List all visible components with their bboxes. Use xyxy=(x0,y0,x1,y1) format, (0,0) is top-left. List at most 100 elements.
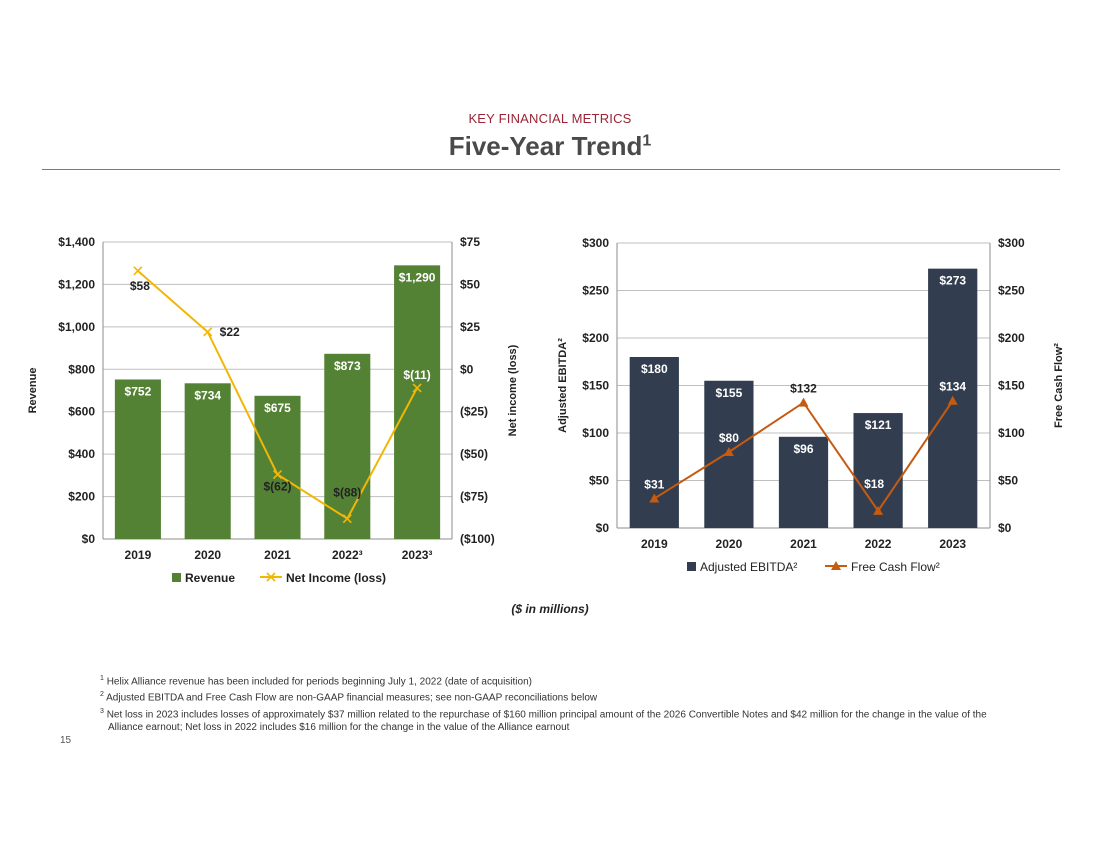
footnote-text: Net loss in 2023 includes losses of appr… xyxy=(106,708,987,733)
y2-tick-label: $25 xyxy=(460,320,480,334)
bar-data-label: $155 xyxy=(716,386,743,400)
legend-label: Free Cash Flow² xyxy=(851,560,940,574)
bar-data-label: $734 xyxy=(194,388,221,402)
line-data-label: $22 xyxy=(220,325,240,339)
title-footnote-ref: 1 xyxy=(642,132,652,150)
y2-tick-label: $300 xyxy=(998,236,1025,250)
legend-marker xyxy=(266,572,276,582)
y2-tick-label: $150 xyxy=(998,379,1025,393)
footnote-text: Adjusted EBITDA and Free Cash Flow are n… xyxy=(106,692,598,704)
bar xyxy=(184,383,231,539)
line-point xyxy=(723,447,734,456)
line-point xyxy=(412,383,422,393)
ebitda-fcf-chart: $0 $50 $100 $150 $200 $250 $300 $0 $50 $100 $150 $2… xyxy=(557,236,1065,574)
line-data-label: $(11) xyxy=(403,368,430,382)
y2-tick-label: ($25) xyxy=(460,405,488,419)
title-divider xyxy=(42,169,1060,170)
line-point xyxy=(873,505,884,515)
y2-tick-label: $75 xyxy=(460,235,480,249)
y2-axis-title: Free Cash Flow² xyxy=(1053,343,1065,428)
y-tick-label: $50 xyxy=(589,474,609,488)
y2-tick-label: $100 xyxy=(998,426,1025,440)
legend-label: Net Income (loss) xyxy=(286,571,386,585)
footnote-number: 1 xyxy=(100,675,104,682)
footnote-1: 1 Helix Alliance revenue has been includ… xyxy=(100,672,1000,688)
line-data-label: $58 xyxy=(130,279,150,293)
bar xyxy=(254,395,301,539)
y2-axis-title: Net income (loss) xyxy=(507,344,519,436)
footnote-text: Helix Alliance revenue has been included… xyxy=(106,676,532,688)
line-data-label: $31 xyxy=(644,478,664,492)
line-data-label: $(88) xyxy=(333,486,361,500)
y-tick-label: $100 xyxy=(582,426,609,440)
x-tick-label: 2022 xyxy=(865,537,892,551)
x-tick-label: 2023³ xyxy=(402,548,433,562)
units-note: ($ in millions) xyxy=(511,602,589,616)
footnote-number: 3 xyxy=(100,707,104,715)
line-point xyxy=(133,266,143,276)
y2-tick-label: $50 xyxy=(460,277,480,291)
legend-label: Revenue xyxy=(185,571,235,585)
y-tick-label: $400 xyxy=(68,447,95,461)
y-tick-label: $250 xyxy=(582,284,609,298)
y-tick-label: $1,000 xyxy=(58,320,95,334)
y2-tick-label: $250 xyxy=(998,284,1025,298)
bar-data-label: $752 xyxy=(125,384,152,398)
y2-tick-label: ($75) xyxy=(460,490,488,504)
line-point xyxy=(203,327,213,337)
bar xyxy=(778,436,829,528)
y-tick-label: $1,200 xyxy=(58,277,95,291)
y-tick-label: $600 xyxy=(68,405,95,419)
bar xyxy=(394,265,441,539)
y-axis-title: Revenue xyxy=(27,368,39,414)
x-tick-label: 2022³ xyxy=(332,548,363,562)
bar xyxy=(324,353,371,539)
x-tick-label: 2020 xyxy=(716,537,743,551)
bar-data-label: $180 xyxy=(641,362,668,376)
legend-label: Adjusted EBITDA² xyxy=(700,560,797,574)
y-tick-label: $0 xyxy=(596,521,610,535)
x-tick-label: 2020 xyxy=(194,548,221,562)
line-point xyxy=(272,469,283,480)
footnotes: 1 Helix Alliance revenue has been includ… xyxy=(100,672,1000,734)
legend-swatch-bar xyxy=(172,573,181,582)
line-point xyxy=(649,493,660,503)
line-point xyxy=(947,395,958,405)
legend-marker xyxy=(831,561,841,570)
bar xyxy=(114,379,161,539)
section-kicker: KEY FINANCIAL METRICS xyxy=(468,111,632,126)
bar-data-label: $96 xyxy=(793,442,813,456)
revenue-net-income-chart: $0 $200 $400 $600 $800 $1,000 $1,200 $1,400 ($10… xyxy=(27,235,519,585)
y-tick-label: $200 xyxy=(582,331,609,345)
y-tick-label: $1,400 xyxy=(58,235,95,249)
y2-tick-label: ($100) xyxy=(460,532,495,546)
bar-data-label: $675 xyxy=(264,401,291,415)
line-data-label: $132 xyxy=(790,382,817,396)
legend-swatch-bar xyxy=(687,562,696,571)
bar-data-label: $273 xyxy=(939,274,966,288)
page-number: 15 xyxy=(60,735,72,746)
line-data-label: $18 xyxy=(864,477,884,491)
line-data-label: $134 xyxy=(939,380,966,394)
y-tick-label: $200 xyxy=(68,490,95,504)
x-tick-label: 2021 xyxy=(264,548,291,562)
bar-data-label: $121 xyxy=(865,418,892,432)
title-text: Five-Year Trend xyxy=(448,131,643,161)
y2-tick-label: ($50) xyxy=(460,447,488,461)
y-tick-label: $300 xyxy=(582,236,609,250)
x-tick-label: 2019 xyxy=(125,548,152,562)
y2-tick-label: $200 xyxy=(998,331,1025,345)
line-data-label: $80 xyxy=(719,431,739,445)
bar-data-label: $1,290 xyxy=(399,270,436,284)
y-tick-label: $150 xyxy=(582,379,609,393)
y2-tick-label: $50 xyxy=(998,474,1018,488)
y-tick-label: $800 xyxy=(68,362,95,376)
footnote-3: 3 Net loss in 2023 includes losses of ap… xyxy=(100,705,1000,734)
line-point xyxy=(798,397,809,407)
y-tick-label: $0 xyxy=(82,532,96,546)
line-data-label: $(62) xyxy=(263,480,291,494)
footnote-2: 2 Adjusted EBITDA and Free Cash Flow are… xyxy=(100,688,1000,704)
bar-data-label: $873 xyxy=(334,359,361,373)
y2-tick-label: $0 xyxy=(460,362,474,376)
x-tick-label: 2021 xyxy=(790,537,817,551)
